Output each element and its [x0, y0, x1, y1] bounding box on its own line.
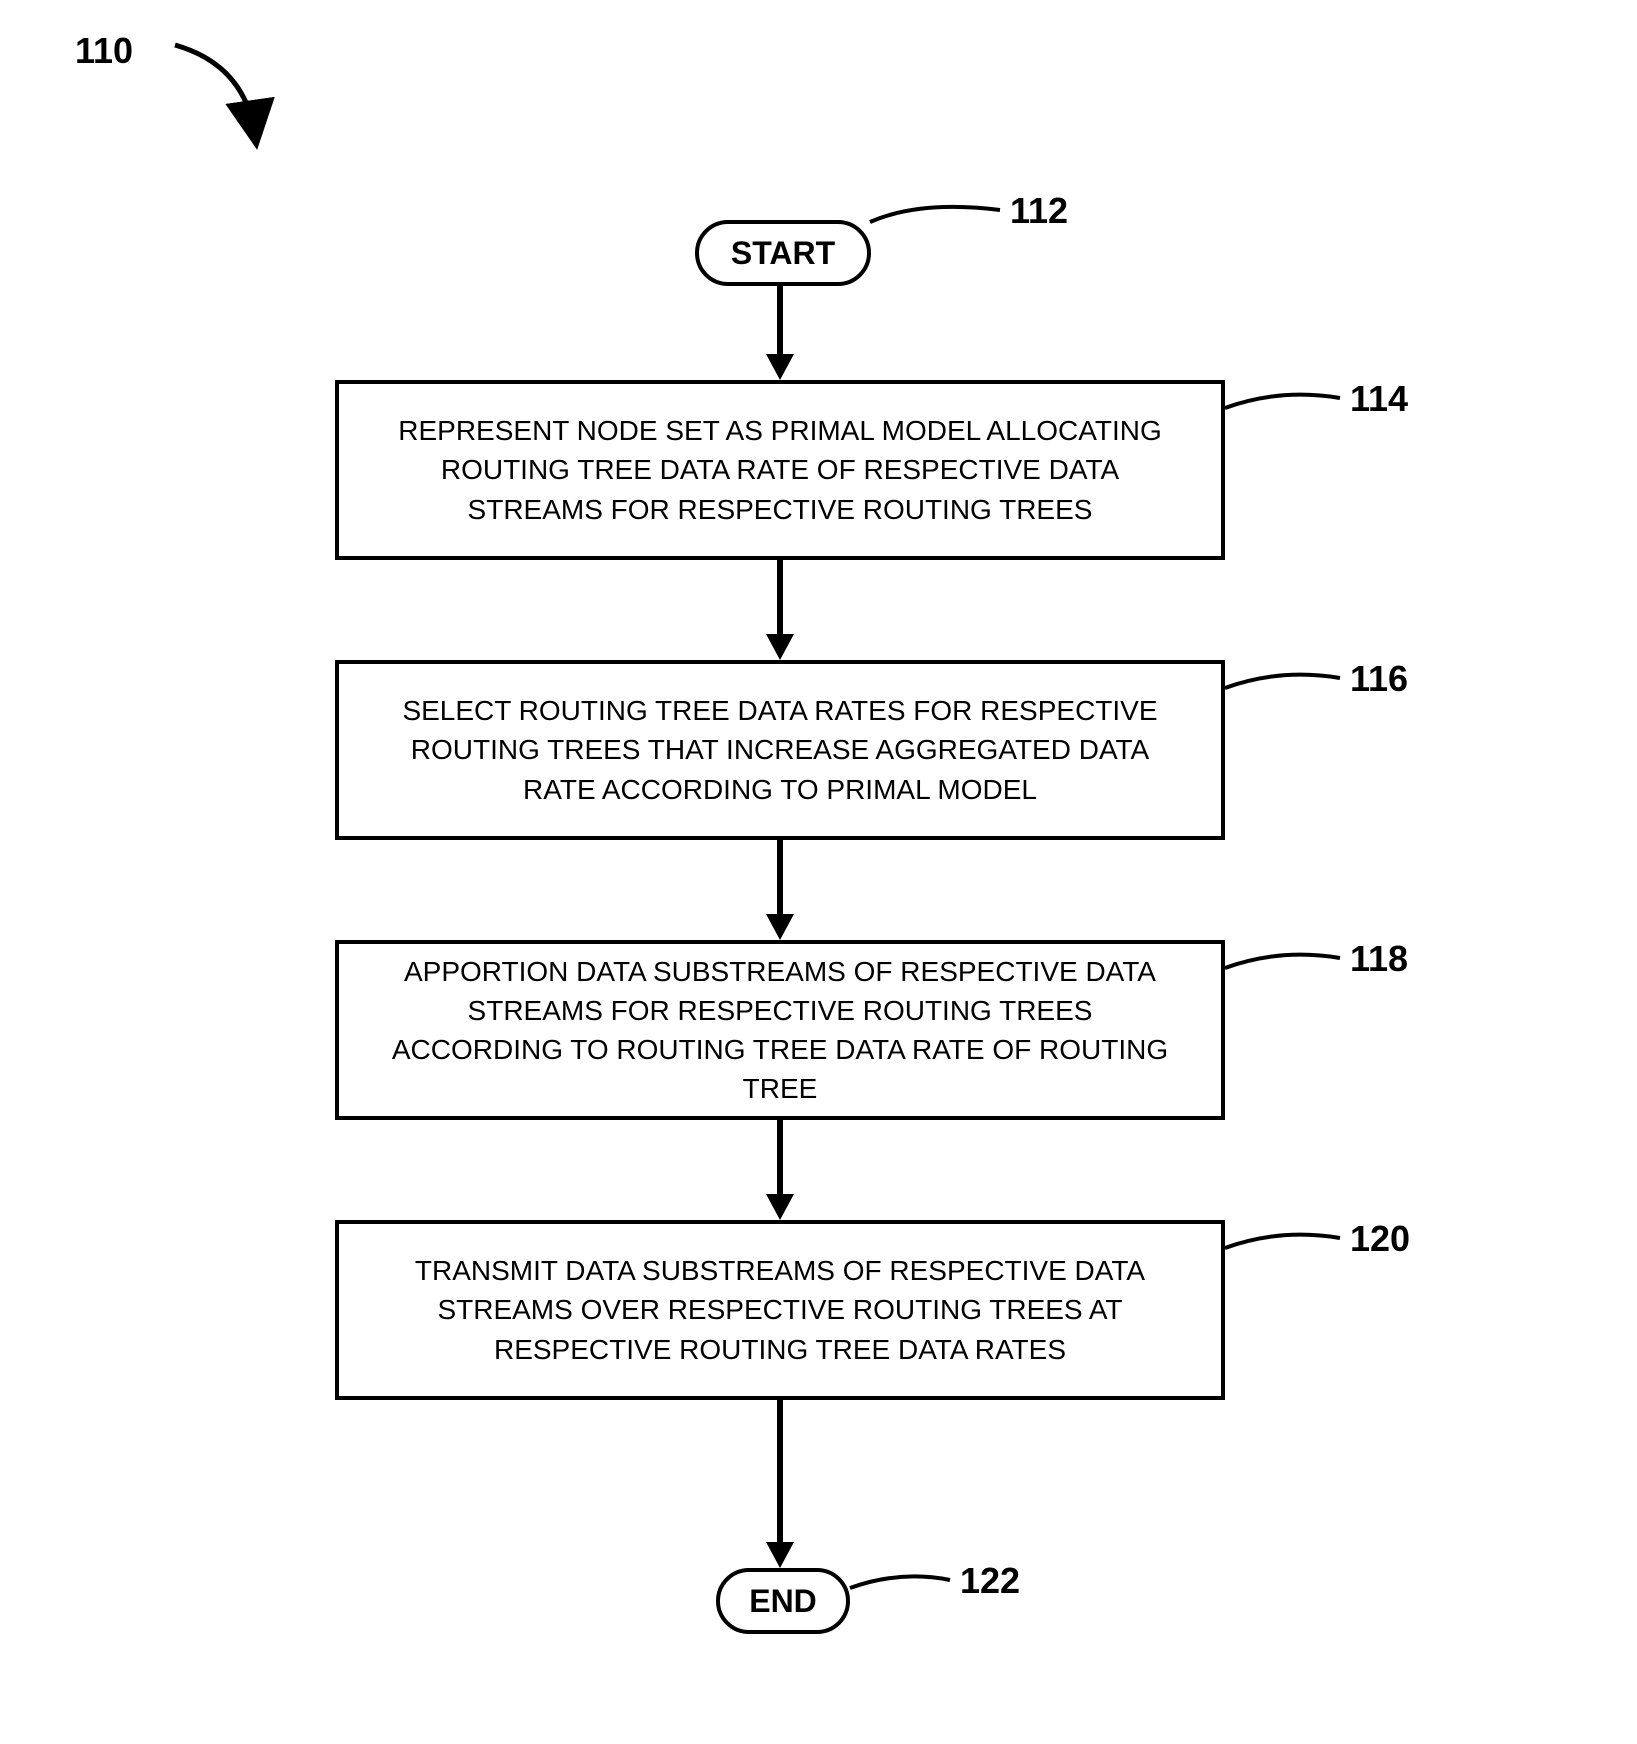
flowchart-diagram: 110 START 112 REPRESENT NODE SET AS PRIM…	[0, 0, 1637, 1744]
leader-122	[0, 0, 1637, 1744]
